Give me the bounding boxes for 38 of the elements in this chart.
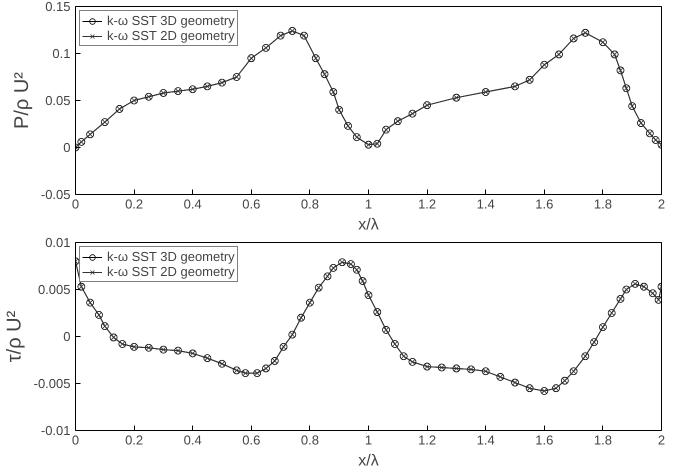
y-tick-label: 0 <box>63 140 71 155</box>
y-tick-label: 0.01 <box>45 235 71 250</box>
legend-label: k-ω SST 3D geometry <box>107 13 235 28</box>
x-tick-label: 1.2 <box>418 432 436 448</box>
x-tick-label: 0.4 <box>184 196 202 212</box>
x-tick-label: 1 <box>364 432 372 448</box>
legend-label: k-ω SST 2D geometry <box>107 264 235 279</box>
x-axis-title: x/λ <box>358 216 379 234</box>
x-tick-label: 1.6 <box>535 196 554 212</box>
x-tick-label: 2 <box>658 196 666 212</box>
y-tick-label: -0.01 <box>40 423 71 438</box>
x-tick-label: 1.8 <box>594 196 612 212</box>
x-tick-label: 1.4 <box>476 196 495 212</box>
y-tick-label: 0.1 <box>52 46 71 61</box>
x-tick-label: 1 <box>364 196 372 212</box>
x-tick-label: 0.4 <box>184 432 202 448</box>
y-axis-title: P/ρ U² <box>10 72 33 129</box>
y-tick-label: 0.15 <box>45 0 71 14</box>
y-axis-title: τ/ρ U² <box>4 310 26 362</box>
x-tick-label: 0.6 <box>242 196 260 212</box>
y-tick-label: 0 <box>63 329 71 344</box>
y-tick-label: -0.05 <box>40 187 71 202</box>
x-tick-label: 1.6 <box>535 432 554 448</box>
y-tick-label: -0.005 <box>34 376 71 391</box>
x-tick-label: 0.2 <box>125 432 144 448</box>
x-tick-label: 2 <box>658 432 666 448</box>
x-axis-title: x/λ <box>358 452 379 470</box>
x-tick-label: 0.8 <box>300 432 319 448</box>
x-tick-label: 0.6 <box>242 432 260 448</box>
x-tick-label: 0.8 <box>300 196 319 212</box>
x-tick-label: 1.8 <box>594 432 612 448</box>
x-tick-label: 1.2 <box>418 196 436 212</box>
y-tick-label: 0.05 <box>45 93 71 108</box>
legend-label: k-ω SST 2D geometry <box>107 28 235 43</box>
legend-label: k-ω SST 3D geometry <box>107 249 235 264</box>
x-tick-label: 0.2 <box>125 196 144 212</box>
x-tick-label: 1.4 <box>476 432 495 448</box>
y-tick-label: 0.005 <box>38 282 71 297</box>
